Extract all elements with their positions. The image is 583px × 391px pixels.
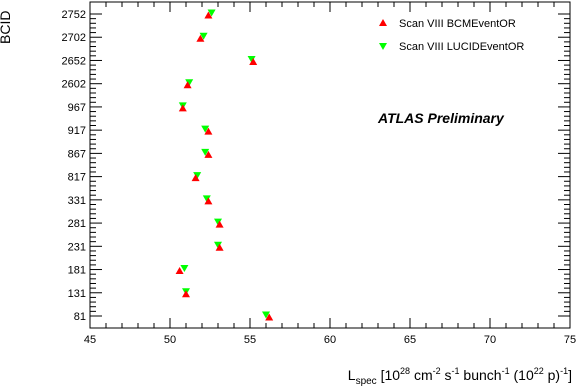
data-points	[175, 9, 274, 321]
legend-item-bcm: Scan VIII BCMEventOR	[379, 18, 516, 30]
x-tick-label: 70	[484, 334, 496, 346]
y-tick-label: 867	[68, 148, 86, 160]
bcm-point	[215, 220, 224, 228]
x-tick-label: 75	[564, 334, 576, 346]
atlas-preliminary-label: ATLAS Preliminary	[377, 110, 505, 126]
y-tick-label: 81	[74, 311, 86, 323]
bcm-point	[175, 267, 184, 275]
x-title-sup3: -1	[452, 366, 460, 376]
y-tick-label: 231	[68, 241, 86, 253]
x-title-main: L	[348, 367, 356, 383]
lucid-point	[247, 55, 256, 63]
x-tick-label: 55	[244, 334, 256, 346]
x-title-sup4: -1	[502, 366, 510, 376]
y-tick-label: 2602	[62, 79, 86, 91]
legend-label-lucid: Scan VIII LUCIDEventOR	[399, 41, 524, 53]
lucid-point	[214, 241, 222, 249]
lucid-point	[185, 79, 194, 87]
x-title-p6: p)	[544, 367, 560, 383]
y-tick-label: 331	[68, 195, 86, 207]
x-title-p5: (10	[510, 367, 534, 383]
x-title-p3: s	[441, 367, 452, 383]
x-tick-label: 65	[404, 334, 416, 346]
bcm-point	[265, 313, 274, 321]
bcm-point	[182, 290, 190, 298]
x-title-p7: ]	[568, 367, 572, 383]
lucid-point	[207, 9, 216, 17]
y-axis: 81 131 181 231 281 331 817 867 917 967 2602 2652 270…	[62, 9, 570, 323]
x-title-sub: spec	[356, 376, 377, 387]
x-title-p2: cm	[410, 367, 433, 383]
y-tick-label: 917	[68, 125, 86, 137]
bcm-point	[204, 127, 213, 135]
y-tick-label: 2652	[62, 55, 86, 67]
x-tick-label: 50	[164, 334, 176, 346]
legend-label-bcm: Scan VIII BCMEventOR	[399, 18, 516, 30]
lucid-point	[180, 265, 189, 273]
lucid-point	[214, 218, 222, 226]
y-tick-label: 281	[68, 218, 86, 230]
y-tick-label: 2752	[62, 9, 86, 21]
y-tick-label: 181	[68, 265, 86, 277]
x-axis-title: Lspec [1028 cm-2 s-1 bunch-1 (1022 p)-1]	[348, 366, 572, 387]
lucid-point	[193, 172, 202, 180]
legend-marker-lucid	[379, 43, 387, 50]
x-tick-label: 60	[324, 334, 336, 346]
x-title-p4: bunch	[460, 367, 502, 383]
bcm-point	[204, 197, 213, 205]
legend-marker-bcm	[379, 19, 387, 26]
x-axis: 45 50 55 60 65 70 75	[84, 2, 576, 346]
lucid-point	[201, 148, 210, 156]
x-title-sup5: 22	[534, 366, 544, 376]
x-title-sup1: 28	[400, 366, 410, 376]
lucid-point	[202, 195, 211, 203]
y-tick-label: 2702	[62, 32, 86, 44]
bcm-point	[183, 81, 192, 89]
legend-item-lucid: Scan VIII LUCIDEventOR	[379, 41, 524, 53]
y-tick-label: 817	[68, 172, 86, 184]
x-title-sup6: -1	[560, 366, 568, 376]
x-tick-label: 45	[84, 334, 96, 346]
bcm-point	[178, 104, 187, 112]
bcm-point	[196, 34, 205, 42]
lucid-point	[199, 32, 208, 40]
x-title-sup2: -2	[433, 366, 441, 376]
lucid-point	[262, 311, 270, 319]
legend: Scan VIII BCMEventOR Scan VIII LUCIDEven…	[379, 18, 524, 53]
bcm-point	[215, 243, 224, 251]
bcm-point	[204, 11, 213, 19]
bcm-point	[249, 57, 258, 65]
bcm-point	[191, 174, 200, 182]
y-tick-label: 131	[68, 288, 86, 300]
lucid-point	[201, 125, 210, 133]
x-title-p1: [10	[377, 367, 401, 383]
y-axis-title: BCID	[0, 11, 13, 44]
bcm-point	[204, 150, 213, 158]
y-tick-label: 967	[68, 102, 86, 114]
